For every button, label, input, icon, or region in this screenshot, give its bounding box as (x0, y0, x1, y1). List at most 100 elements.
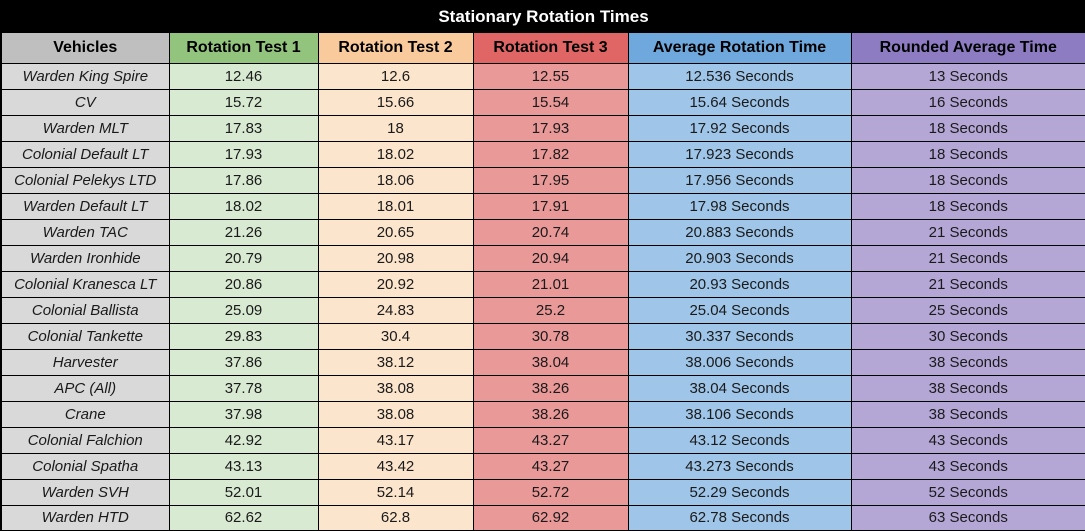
rotation-test-3-cell: 38.26 (472, 400, 629, 428)
rotation-test-1-cell: 12.46 (168, 62, 319, 90)
rotation-test-3-cell: 17.91 (472, 192, 629, 220)
rotation-test-2-cell: 38.08 (317, 374, 474, 402)
rounded-time-cell: 16 Seconds (850, 88, 1085, 116)
rotation-test-2-cell: 43.17 (317, 426, 474, 454)
table-row: Colonial Kranesca LT 20.86 20.92 21.01 2… (0, 270, 1085, 298)
vehicle-name-cell: CV (0, 88, 170, 116)
average-time-cell: 30.337 Seconds (627, 322, 852, 350)
vehicle-name-cell: Colonial Spatha (0, 452, 170, 480)
rotation-test-1-cell: 52.01 (168, 478, 319, 506)
rotation-test-2-cell: 52.14 (317, 478, 474, 506)
vehicle-name-cell: Colonial Kranesca LT (0, 270, 170, 298)
average-time-cell: 38.006 Seconds (627, 348, 852, 376)
table-row: Warden SVH 52.01 52.14 52.72 52.29 Secon… (0, 478, 1085, 506)
rotation-test-3-cell: 21.01 (472, 270, 629, 298)
average-time-cell: 17.98 Seconds (627, 192, 852, 220)
rounded-time-cell: 38 Seconds (850, 348, 1085, 376)
rotation-test-2-cell: 20.65 (317, 218, 474, 246)
table-row: Warden Ironhide 20.79 20.98 20.94 20.903… (0, 244, 1085, 272)
table-row: Colonial Default LT 17.93 18.02 17.82 17… (0, 140, 1085, 168)
rounded-time-cell: 21 Seconds (850, 218, 1085, 246)
rotation-test-3-cell: 43.27 (472, 452, 629, 480)
rotation-test-2-cell: 43.42 (317, 452, 474, 480)
average-time-cell: 38.106 Seconds (627, 400, 852, 428)
rotation-test-1-cell: 17.86 (168, 166, 319, 194)
average-time-cell: 20.903 Seconds (627, 244, 852, 272)
vehicle-name-cell: Warden MLT (0, 114, 170, 142)
table-row: APC (All) 37.78 38.08 38.26 38.04 Second… (0, 374, 1085, 402)
rotation-test-2-cell: 18.06 (317, 166, 474, 194)
table-row: Warden King Spire 12.46 12.6 12.55 12.53… (0, 62, 1085, 90)
vehicle-name-cell: Warden HTD (0, 504, 170, 531)
average-time-cell: 43.12 Seconds (627, 426, 852, 454)
rotation-test-1-cell: 20.79 (168, 244, 319, 272)
table-row: Colonial Spatha 43.13 43.42 43.27 43.273… (0, 452, 1085, 480)
rotation-test-3-cell: 12.55 (472, 62, 629, 90)
average-time-cell: 25.04 Seconds (627, 296, 852, 324)
average-time-cell: 12.536 Seconds (627, 62, 852, 90)
table-row: Warden Default LT 18.02 18.01 17.91 17.9… (0, 192, 1085, 220)
rotation-test-3-cell: 38.26 (472, 374, 629, 402)
rounded-time-cell: 38 Seconds (850, 400, 1085, 428)
vehicle-name-cell: Harvester (0, 348, 170, 376)
rotation-test-1-cell: 62.62 (168, 504, 319, 531)
rounded-time-cell: 18 Seconds (850, 192, 1085, 220)
rounded-time-cell: 30 Seconds (850, 322, 1085, 350)
table-title-row: Stationary Rotation Times (0, 0, 1085, 33)
rotation-test-3-cell: 43.27 (472, 426, 629, 454)
column-header-rotation-test-1: Rotation Test 1 (168, 31, 319, 64)
average-time-cell: 62.78 Seconds (627, 504, 852, 531)
rotation-test-2-cell: 24.83 (317, 296, 474, 324)
rotation-test-2-cell: 20.92 (317, 270, 474, 298)
rotation-test-1-cell: 29.83 (168, 322, 319, 350)
vehicle-name-cell: Warden Ironhide (0, 244, 170, 272)
rotation-test-1-cell: 17.83 (168, 114, 319, 142)
vehicle-name-cell: Warden SVH (0, 478, 170, 506)
rotation-test-1-cell: 15.72 (168, 88, 319, 116)
rounded-time-cell: 63 Seconds (850, 504, 1085, 531)
rounded-time-cell: 43 Seconds (850, 452, 1085, 480)
vehicle-name-cell: Colonial Tankette (0, 322, 170, 350)
rotation-test-2-cell: 12.6 (317, 62, 474, 90)
average-time-cell: 17.923 Seconds (627, 140, 852, 168)
rotation-test-2-cell: 18 (317, 114, 474, 142)
rounded-time-cell: 52 Seconds (850, 478, 1085, 506)
vehicle-name-cell: Colonial Falchion (0, 426, 170, 454)
rotation-test-2-cell: 62.8 (317, 504, 474, 531)
table-row: CV 15.72 15.66 15.54 15.64 Seconds 16 Se… (0, 88, 1085, 116)
rotation-test-3-cell: 17.93 (472, 114, 629, 142)
table-row: Warden HTD 62.62 62.8 62.92 62.78 Second… (0, 504, 1085, 531)
rotation-test-1-cell: 42.92 (168, 426, 319, 454)
table-row: Colonial Pelekys LTD 17.86 18.06 17.95 1… (0, 166, 1085, 194)
table-row: Harvester 37.86 38.12 38.04 38.006 Secon… (0, 348, 1085, 376)
rotation-test-3-cell: 30.78 (472, 322, 629, 350)
rotation-test-1-cell: 37.98 (168, 400, 319, 428)
rotation-test-3-cell: 20.94 (472, 244, 629, 272)
table-row: Colonial Ballista 25.09 24.83 25.2 25.04… (0, 296, 1085, 324)
average-time-cell: 52.29 Seconds (627, 478, 852, 506)
table-header-row: Vehicles Rotation Test 1 Rotation Test 2… (0, 31, 1085, 64)
rotation-test-2-cell: 38.12 (317, 348, 474, 376)
rotation-test-1-cell: 18.02 (168, 192, 319, 220)
vehicle-name-cell: Colonial Default LT (0, 140, 170, 168)
table-row: Crane 37.98 38.08 38.26 38.106 Seconds 3… (0, 400, 1085, 428)
column-header-rounded-average: Rounded Average Time (850, 31, 1085, 64)
rounded-time-cell: 18 Seconds (850, 140, 1085, 168)
rounded-time-cell: 21 Seconds (850, 270, 1085, 298)
vehicle-name-cell: Warden King Spire (0, 62, 170, 90)
vehicle-name-cell: APC (All) (0, 374, 170, 402)
average-time-cell: 17.956 Seconds (627, 166, 852, 194)
average-time-cell: 38.04 Seconds (627, 374, 852, 402)
rotation-test-2-cell: 15.66 (317, 88, 474, 116)
rotation-test-2-cell: 38.08 (317, 400, 474, 428)
rounded-time-cell: 21 Seconds (850, 244, 1085, 272)
vehicle-name-cell: Warden Default LT (0, 192, 170, 220)
average-time-cell: 15.64 Seconds (627, 88, 852, 116)
vehicle-name-cell: Colonial Ballista (0, 296, 170, 324)
rounded-time-cell: 43 Seconds (850, 426, 1085, 454)
rotation-test-3-cell: 17.95 (472, 166, 629, 194)
rotation-test-2-cell: 30.4 (317, 322, 474, 350)
rotation-test-3-cell: 52.72 (472, 478, 629, 506)
